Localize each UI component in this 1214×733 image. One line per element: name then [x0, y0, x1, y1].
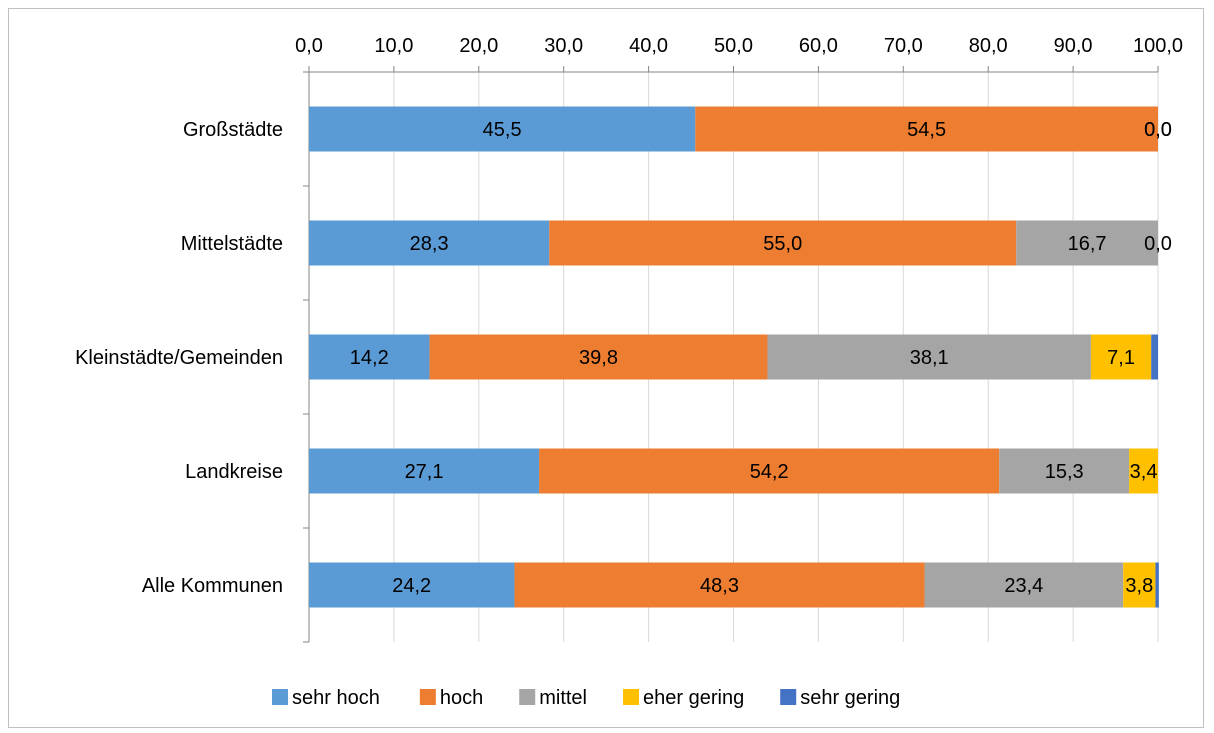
legend-swatch	[623, 689, 640, 705]
bar-segment	[309, 334, 430, 380]
data-label: 23,4	[1004, 575, 1043, 597]
category-label: Landkreise	[185, 461, 283, 483]
x-tick-label: 90,0	[1054, 35, 1093, 57]
data-label: 3,8	[1125, 575, 1153, 597]
x-tick-label: 100,0	[1133, 35, 1183, 57]
data-label: 27,1	[405, 461, 444, 483]
bar-segment	[309, 220, 550, 266]
legend-swatch	[519, 689, 536, 705]
bar-segment	[695, 106, 1158, 152]
x-tick-label: 40,0	[629, 35, 668, 57]
x-tick-label: 60,0	[799, 35, 838, 57]
data-label: 0,0	[1144, 233, 1172, 255]
legend-label: eher gering	[643, 687, 744, 709]
x-tick-label: 10,0	[374, 35, 413, 57]
x-tick-label: 20,0	[459, 35, 498, 57]
data-label: 15,3	[1045, 461, 1084, 483]
legend-swatch	[272, 689, 288, 705]
data-label: 24,2	[392, 575, 431, 597]
data-label: 0,0	[1144, 119, 1172, 141]
data-label: 39,8	[579, 347, 618, 369]
bar-segment	[309, 562, 515, 608]
bar-segment	[999, 448, 1130, 494]
bar-segment	[924, 562, 1124, 608]
data-label: 45,5	[483, 119, 522, 141]
category-label: Kleinstädte/Gemeinden	[75, 347, 283, 369]
legend-label: sehr hoch	[292, 687, 380, 709]
bar-segment	[1123, 562, 1156, 608]
data-label: 38,1	[910, 347, 949, 369]
legend-swatch	[780, 689, 797, 705]
data-label: 54,2	[750, 461, 789, 483]
bar-segment	[767, 334, 1091, 380]
category-label: Mittelstädte	[181, 233, 283, 255]
bar-segment	[1155, 562, 1159, 608]
x-tick-label: 0,0	[295, 35, 323, 57]
data-label: 54,5	[907, 119, 946, 141]
bar-segment	[429, 334, 768, 380]
category-label: Großstädte	[183, 119, 283, 141]
legend-label: hoch	[440, 687, 483, 709]
data-label: 28,3	[410, 233, 449, 255]
bar-segment	[539, 448, 1000, 494]
bar-segment	[1151, 334, 1158, 380]
x-tick-label: 50,0	[714, 35, 753, 57]
x-tick-label: 70,0	[884, 35, 923, 57]
bar-segment	[549, 220, 1017, 266]
bar-segment	[1090, 334, 1152, 380]
data-label: 14,2	[350, 347, 389, 369]
legend-label: mittel	[539, 687, 587, 709]
bar-segment	[1016, 220, 1158, 266]
data-label: 3,4	[1130, 461, 1158, 483]
bar-segment	[309, 106, 696, 152]
chart-frame	[8, 8, 1204, 728]
data-label: 16,7	[1068, 233, 1107, 255]
data-label: 7,1	[1107, 347, 1135, 369]
legend-swatch	[419, 689, 436, 705]
category-label: Alle Kommunen	[142, 575, 283, 597]
data-label: 0,0	[1144, 119, 1172, 141]
x-tick-label: 30,0	[544, 35, 583, 57]
bar-segment	[309, 448, 540, 494]
x-tick-label: 80,0	[969, 35, 1008, 57]
data-label: 48,3	[700, 575, 739, 597]
bar-segment	[1129, 448, 1158, 494]
bar-segment	[514, 562, 925, 608]
legend-label: sehr gering	[800, 687, 900, 709]
data-label: 55,0	[763, 233, 802, 255]
